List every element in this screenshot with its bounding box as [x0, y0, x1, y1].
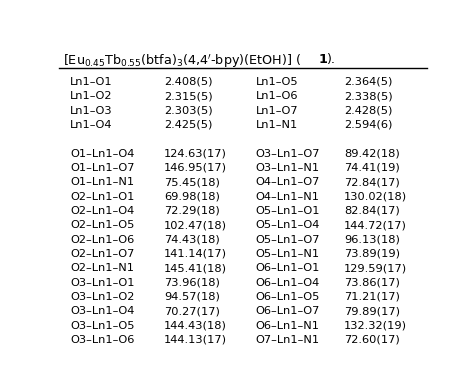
Text: Ln1–N1: Ln1–N1	[256, 120, 298, 130]
Text: 130.02(18): 130.02(18)	[344, 192, 407, 202]
Text: 144.43(18): 144.43(18)	[164, 321, 227, 331]
Text: 74.43(18): 74.43(18)	[164, 234, 219, 245]
Text: O1–Ln1–O4: O1–Ln1–O4	[70, 149, 135, 158]
Text: O3–Ln1–O2: O3–Ln1–O2	[70, 292, 135, 302]
Text: 2.408(5): 2.408(5)	[164, 77, 212, 87]
Text: 102.47(18): 102.47(18)	[164, 220, 227, 230]
Text: 2.428(5): 2.428(5)	[344, 106, 392, 116]
Text: O5–Ln1–N1: O5–Ln1–N1	[256, 249, 320, 259]
Text: O5–Ln1–O7: O5–Ln1–O7	[256, 234, 320, 245]
Text: O5–Ln1–O1: O5–Ln1–O1	[256, 206, 320, 216]
Text: 72.60(17): 72.60(17)	[344, 335, 400, 345]
Text: O3–Ln1–O6: O3–Ln1–O6	[70, 335, 135, 345]
Text: 72.84(17): 72.84(17)	[344, 177, 400, 187]
Text: 2.594(6): 2.594(6)	[344, 120, 392, 130]
Text: 2.364(5): 2.364(5)	[344, 77, 392, 87]
Text: O6–Ln1–N1: O6–Ln1–N1	[256, 321, 320, 331]
Text: Ln1–O3: Ln1–O3	[70, 106, 113, 116]
Text: 141.14(17): 141.14(17)	[164, 249, 227, 259]
Text: Ln1–O5: Ln1–O5	[256, 77, 299, 87]
Text: O1–Ln1–N1: O1–Ln1–N1	[70, 177, 135, 187]
Text: O2–Ln1–O4: O2–Ln1–O4	[70, 206, 135, 216]
Text: 96.13(18): 96.13(18)	[344, 234, 400, 245]
Text: $\mathbf{1}$: $\mathbf{1}$	[318, 53, 328, 66]
Text: O3–Ln1–O1: O3–Ln1–O1	[70, 278, 135, 288]
Text: 73.89(19): 73.89(19)	[344, 249, 400, 259]
Text: 69.98(18): 69.98(18)	[164, 192, 220, 202]
Text: 144.13(17): 144.13(17)	[164, 335, 227, 345]
Text: O1–Ln1–O7: O1–Ln1–O7	[70, 163, 135, 173]
Text: O3–Ln1–O7: O3–Ln1–O7	[256, 149, 320, 158]
Text: O2–Ln1–O7: O2–Ln1–O7	[70, 249, 135, 259]
Text: 75.45(18): 75.45(18)	[164, 177, 220, 187]
Text: O4–Ln1–O7: O4–Ln1–O7	[256, 177, 320, 187]
Text: 132.32(19): 132.32(19)	[344, 321, 407, 331]
Text: O4–Ln1–N1: O4–Ln1–N1	[256, 192, 320, 202]
Text: 2.303(5): 2.303(5)	[164, 106, 212, 116]
Text: Ln1–O1: Ln1–O1	[70, 77, 113, 87]
Text: 2.425(5): 2.425(5)	[164, 120, 212, 130]
Text: [Eu$_{0.45}$Tb$_{0.55}$(btfa)$_3$(4,4$'$-bpy)(EtOH)] (: [Eu$_{0.45}$Tb$_{0.55}$(btfa)$_3$(4,4$'$…	[63, 53, 301, 70]
Text: 2.338(5): 2.338(5)	[344, 91, 392, 101]
Text: O3–Ln1–N1: O3–Ln1–N1	[256, 163, 320, 173]
Text: 124.63(17): 124.63(17)	[164, 149, 227, 158]
Text: Ln1–O4: Ln1–O4	[70, 120, 113, 130]
Text: O3–Ln1–O4: O3–Ln1–O4	[70, 306, 135, 316]
Text: 129.59(17): 129.59(17)	[344, 263, 407, 273]
Text: 146.95(17): 146.95(17)	[164, 163, 227, 173]
Text: Ln1–O2: Ln1–O2	[70, 91, 113, 101]
Text: 145.41(18): 145.41(18)	[164, 263, 227, 273]
Text: 70.27(17): 70.27(17)	[164, 306, 220, 316]
Text: O2–Ln1–O1: O2–Ln1–O1	[70, 192, 135, 202]
Text: O2–Ln1–O6: O2–Ln1–O6	[70, 234, 135, 245]
Text: O7–Ln1–N1: O7–Ln1–N1	[256, 335, 320, 345]
Text: O6–Ln1–O1: O6–Ln1–O1	[256, 263, 320, 273]
Text: 73.86(17): 73.86(17)	[344, 278, 400, 288]
Text: 79.89(17): 79.89(17)	[344, 306, 400, 316]
Text: O3–Ln1–O5: O3–Ln1–O5	[70, 321, 135, 331]
Text: O6–Ln1–O5: O6–Ln1–O5	[256, 292, 320, 302]
Text: 89.42(18): 89.42(18)	[344, 149, 400, 158]
Text: Ln1–O7: Ln1–O7	[256, 106, 299, 116]
Text: O6–Ln1–O4: O6–Ln1–O4	[256, 278, 320, 288]
Text: 72.29(18): 72.29(18)	[164, 206, 219, 216]
Text: O5–Ln1–O4: O5–Ln1–O4	[256, 220, 320, 230]
Text: 82.84(17): 82.84(17)	[344, 206, 400, 216]
Text: 2.315(5): 2.315(5)	[164, 91, 212, 101]
Text: 71.21(17): 71.21(17)	[344, 292, 400, 302]
Text: 74.41(19): 74.41(19)	[344, 163, 400, 173]
Text: O6–Ln1–O7: O6–Ln1–O7	[256, 306, 320, 316]
Text: O2–Ln1–N1: O2–Ln1–N1	[70, 263, 134, 273]
Text: O2–Ln1–O5: O2–Ln1–O5	[70, 220, 135, 230]
Text: Ln1–O6: Ln1–O6	[256, 91, 298, 101]
Text: 144.72(17): 144.72(17)	[344, 220, 407, 230]
Text: ).: ).	[326, 53, 335, 66]
Text: 73.96(18): 73.96(18)	[164, 278, 220, 288]
Text: 94.57(18): 94.57(18)	[164, 292, 220, 302]
